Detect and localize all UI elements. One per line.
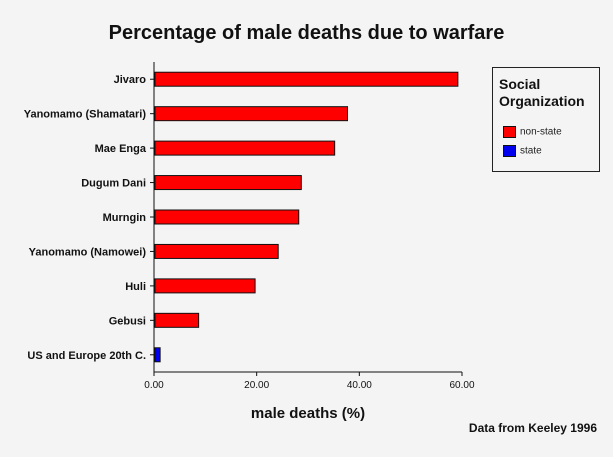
bar-5 — [154, 243, 279, 259]
legend: Social Organization non-state state — [492, 67, 600, 172]
legend-label-state: state — [520, 145, 542, 157]
legend-item-non-state: non-state — [503, 126, 562, 138]
legend-swatch-state — [503, 145, 516, 157]
category-label-3: Dugum Dani — [81, 178, 146, 190]
legend-title-line-2: Organization — [499, 93, 585, 109]
x-tick-label-3: 60.00 — [449, 380, 474, 391]
bar-7 — [154, 312, 200, 328]
category-label-2: Mae Enga — [95, 143, 147, 155]
category-label-8: US and Europe 20th C. — [27, 350, 146, 362]
x-tick-label-1: 20.00 — [244, 380, 269, 391]
x-tick-label-2: 40.00 — [347, 380, 372, 391]
chart-title: Percentage of male deaths due to warfare — [108, 22, 505, 44]
category-label-0: Jivaro — [114, 74, 147, 86]
bar-4 — [154, 209, 300, 225]
category-label-1: Yanomamo (Shamatari) — [24, 109, 147, 121]
category-label-5: Yanomamo (Namowei) — [29, 246, 147, 258]
legend-title-line-1: Social — [499, 76, 541, 92]
bar-0 — [154, 71, 459, 87]
category-label-6: Huli — [125, 281, 146, 293]
legend-swatch-non-state — [503, 126, 516, 138]
bar-6 — [154, 278, 256, 294]
bar-2 — [154, 140, 336, 156]
legend-item-state: state — [503, 145, 542, 157]
legend-title: Social Organization — [499, 76, 585, 110]
category-label-4: Murngin — [103, 212, 147, 224]
x-axis-label: male deaths (%) — [251, 405, 365, 422]
x-tick-label-0: 0.00 — [144, 380, 164, 391]
category-label-7: Gebusi — [109, 315, 146, 327]
bar-1 — [154, 106, 348, 122]
source-note: Data from Keeley 1996 — [468, 421, 597, 435]
bar-3 — [154, 175, 302, 191]
legend-label-non-state: non-state — [520, 126, 562, 138]
bar-8 — [154, 347, 161, 363]
